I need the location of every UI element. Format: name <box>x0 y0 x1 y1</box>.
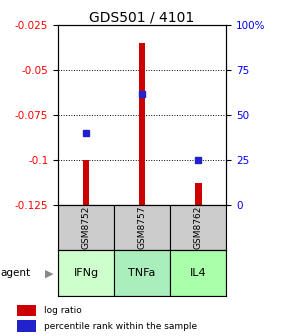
Bar <box>58 205 114 250</box>
Title: GDS501 / 4101: GDS501 / 4101 <box>90 10 195 24</box>
Text: agent: agent <box>0 268 30 278</box>
Bar <box>139 43 146 205</box>
Bar <box>114 205 170 250</box>
Bar <box>17 305 36 317</box>
Bar <box>83 160 89 205</box>
Text: GSM8752: GSM8752 <box>81 206 90 249</box>
Text: log ratio: log ratio <box>44 306 81 315</box>
Bar <box>114 250 170 296</box>
Bar <box>17 320 36 332</box>
Bar <box>195 183 202 205</box>
Bar <box>170 205 226 250</box>
Text: IL4: IL4 <box>190 268 206 278</box>
Text: percentile rank within the sample: percentile rank within the sample <box>44 322 197 331</box>
Text: TNFa: TNFa <box>128 268 156 278</box>
Text: IFNg: IFNg <box>73 268 99 278</box>
Bar <box>170 250 226 296</box>
Text: GSM8762: GSM8762 <box>194 206 203 249</box>
Text: ▶: ▶ <box>45 268 53 278</box>
Bar <box>58 250 114 296</box>
Text: GSM8757: GSM8757 <box>137 206 147 249</box>
